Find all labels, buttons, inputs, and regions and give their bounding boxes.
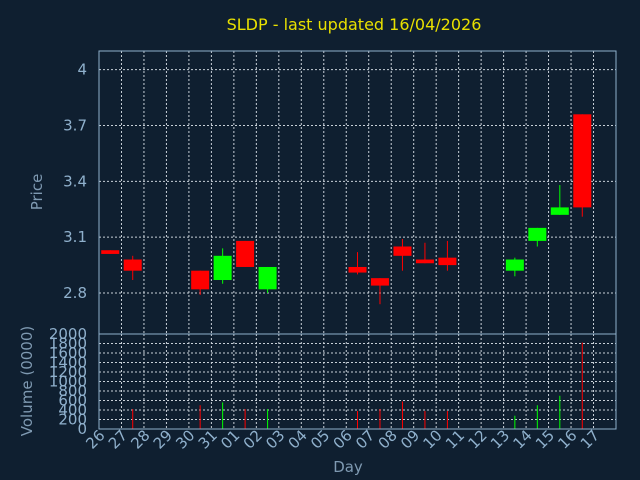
- candle-body: [573, 114, 592, 208]
- volume-tick-label: 1400: [49, 354, 87, 372]
- volume-tick-label: 600: [58, 392, 87, 410]
- candle-body: [258, 266, 277, 290]
- candle-body: [438, 257, 457, 266]
- chart-title: SLDP - last updated 16/04/2026: [227, 15, 482, 34]
- candle-body: [393, 246, 412, 256]
- volume-tick-label: 1800: [49, 335, 87, 353]
- candle-body: [348, 266, 367, 273]
- volume-bars: [132, 342, 583, 429]
- candle-body: [236, 240, 255, 267]
- x-axis-label: Day: [333, 458, 363, 476]
- candles: [101, 114, 592, 305]
- candle-body: [123, 259, 142, 271]
- candle-body: [370, 278, 389, 286]
- candle-body: [505, 259, 524, 271]
- volume-tick-label: 1200: [49, 363, 87, 381]
- volume-axis-label: Volume (0000): [18, 326, 36, 436]
- price-tick-labels: 2.8 3.1 3.4 3.7 4: [63, 61, 87, 302]
- price-tick-label: 3.7: [63, 116, 87, 134]
- candle-body: [528, 227, 547, 241]
- price-tick-label: 2.8: [63, 284, 87, 302]
- volume-panel-frame: [98, 333, 617, 430]
- volume-tick-label: 200: [58, 411, 87, 429]
- volume-tick-label: 1600: [49, 344, 87, 362]
- candle-body: [213, 255, 232, 281]
- volume-tick-label: 800: [58, 382, 87, 400]
- candle-body: [415, 259, 434, 264]
- candle-body: [191, 270, 210, 290]
- volume-tick-label: 2000: [49, 325, 87, 343]
- price-tick-label: 4: [77, 61, 87, 79]
- price-axis-label: Price: [28, 174, 46, 211]
- volume-tick-label: 0: [77, 420, 87, 438]
- price-tick-label: 3.4: [63, 172, 87, 190]
- volume-tick-label: 400: [58, 401, 87, 419]
- candle-body: [101, 250, 120, 254]
- price-panel-frame: [98, 50, 617, 335]
- x-tick-labels: 2627282930310102030405060708091011121314…: [82, 426, 603, 452]
- candle-body: [550, 207, 569, 215]
- price-grid: [99, 51, 616, 334]
- price-tick-label: 3.1: [63, 228, 87, 246]
- volume-tick-label: 1000: [49, 373, 87, 391]
- x-tick-label: 17: [577, 426, 603, 452]
